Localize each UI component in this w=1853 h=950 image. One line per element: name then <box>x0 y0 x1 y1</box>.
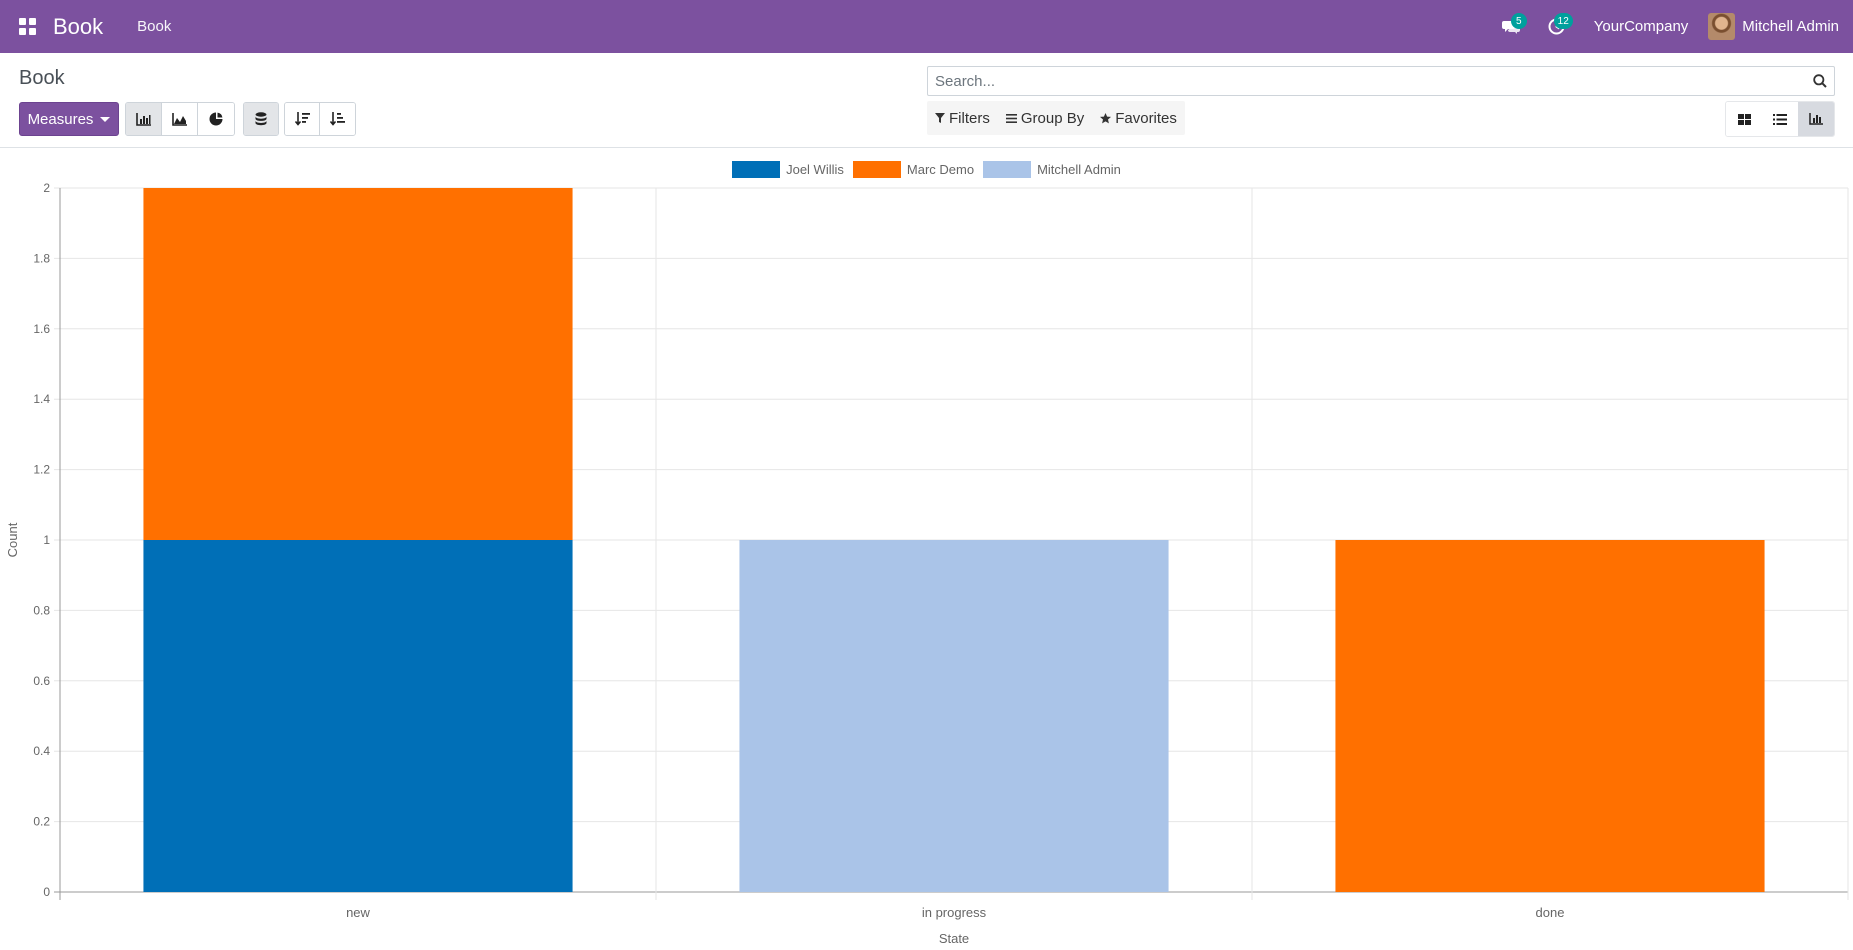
activities-button[interactable]: 12 <box>1534 0 1580 53</box>
menu-item-book[interactable]: Book <box>137 18 172 35</box>
filter-icon <box>935 113 945 123</box>
x-tick-label: new <box>346 905 370 920</box>
measures-label: Measures <box>27 110 94 128</box>
legend-swatch <box>732 161 781 178</box>
sort-ascending-button[interactable] <box>320 103 355 135</box>
avatar <box>1708 13 1736 40</box>
breadcrumb: Book <box>19 67 65 89</box>
list-icon <box>1773 113 1787 125</box>
line-chart-button[interactable] <box>162 103 198 135</box>
user-menu[interactable]: Mitchell Admin <box>1708 13 1853 40</box>
y-tick-label: 0.6 <box>33 674 50 688</box>
sort-descending-icon <box>294 112 310 126</box>
search-button[interactable] <box>1806 67 1834 95</box>
favorites-label: Favorites <box>1115 109 1177 127</box>
app-brand[interactable]: Book <box>53 13 104 39</box>
th-large-icon <box>1737 113 1751 125</box>
company-switcher[interactable]: YourCompany <box>1593 18 1689 35</box>
area-chart-icon <box>172 112 187 126</box>
x-tick-label: done <box>1536 905 1565 920</box>
legend-swatch <box>852 161 901 178</box>
measures-button[interactable]: Measures <box>19 102 119 136</box>
bar-chart: 0 0.2 0.4 0.6 0.8 1 1.2 1.4 1.6 1.8 2 new in progres… <box>5 181 1849 946</box>
sort-ascending-icon <box>330 112 345 126</box>
filters-button[interactable]: Filters <box>927 101 998 135</box>
x-tick-label: in progress <box>922 905 987 920</box>
bar-chart-icon <box>136 112 151 126</box>
activities-count-badge: 12 <box>1553 13 1573 29</box>
caret-down-icon <box>100 116 111 122</box>
group-by-label: Group By <box>1020 109 1085 127</box>
search-bar <box>927 66 1835 96</box>
legend-item[interactable]: Marc Demo <box>852 161 975 178</box>
chart-legend: Joel Willis Marc Demo Mitchell Admin <box>0 161 1853 178</box>
y-tick-label: 1.6 <box>33 322 50 336</box>
graph-view-button[interactable] <box>1798 102 1834 136</box>
user-name: Mitchell Admin <box>1742 18 1839 35</box>
control-panel: Book Measures <box>0 53 1853 148</box>
stacked-toggle-button[interactable] <box>244 103 278 135</box>
search-input[interactable] <box>928 67 1806 95</box>
kanban-view-button[interactable] <box>1726 102 1762 136</box>
star-icon <box>1100 112 1112 123</box>
filters-label: Filters <box>949 109 990 127</box>
pie-chart-button[interactable] <box>198 103 234 135</box>
search-options: Filters Group By Favorites <box>927 101 1185 135</box>
search-icon <box>1813 74 1827 88</box>
top-navbar: Book Book 5 12 YourCompany Mitchell Admi… <box>0 0 1853 53</box>
database-icon <box>255 112 267 126</box>
sort-group <box>284 102 356 136</box>
bars-icon <box>1005 113 1017 123</box>
list-view-button[interactable] <box>1762 102 1798 136</box>
bar-segment <box>143 188 573 540</box>
bar-segment <box>1335 540 1765 892</box>
bar-chart-icon <box>1809 113 1823 125</box>
messages-button[interactable]: 5 <box>1488 0 1534 53</box>
legend-swatch <box>983 161 1032 178</box>
y-tick-label: 2 <box>43 181 50 195</box>
pie-chart-icon <box>209 112 223 126</box>
y-tick-label: 1.4 <box>33 392 50 406</box>
legend-item[interactable]: Joel Willis <box>732 161 844 178</box>
legend-label: Joel Willis <box>786 162 844 177</box>
legend-label: Mitchell Admin <box>1037 162 1121 177</box>
favorites-button[interactable]: Favorites <box>1092 101 1185 135</box>
messages-count-badge: 5 <box>1510 13 1527 29</box>
stack-group <box>243 102 279 136</box>
view-switcher <box>1725 101 1835 137</box>
bar-segment <box>143 540 573 892</box>
chart-type-group <box>125 102 235 136</box>
y-tick-label: 1.8 <box>33 251 50 265</box>
y-tick-label: 0.8 <box>33 603 50 617</box>
graph-view: Joel Willis Marc Demo Mitchell Admin 0 0.2 0… <box>0 149 1853 950</box>
legend-label: Marc Demo <box>906 162 975 177</box>
y-tick-label: 1 <box>43 533 50 547</box>
y-tick-label: 0.2 <box>33 815 50 829</box>
bar-chart-button[interactable] <box>126 103 162 135</box>
y-axis-title: Count <box>5 522 20 557</box>
apps-menu-icon[interactable] <box>0 0 54 53</box>
x-axis-title: State <box>939 931 969 946</box>
y-tick-label: 0 <box>43 885 50 899</box>
group-by-button[interactable]: Group By <box>998 101 1092 135</box>
y-tick-label: 0.4 <box>33 744 50 758</box>
y-tick-label: 1.2 <box>33 463 50 477</box>
legend-item[interactable]: Mitchell Admin <box>983 161 1121 178</box>
bar-segment <box>739 540 1169 892</box>
sort-descending-button[interactable] <box>285 103 320 135</box>
